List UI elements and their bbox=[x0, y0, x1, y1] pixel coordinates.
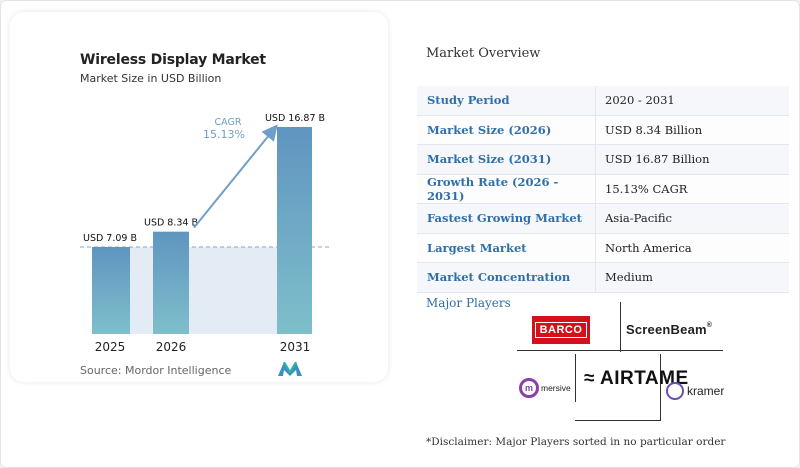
kramer-logo-text: kramer bbox=[687, 384, 725, 398]
overview-key: Largest Market bbox=[417, 233, 596, 263]
overview-row: Market Size (2026) USD 8.34 Billion bbox=[417, 115, 789, 145]
kramer-logo: kramer bbox=[666, 382, 724, 400]
overview-row: Growth Rate (2026 - 2031) 15.13% CAGR bbox=[417, 174, 789, 204]
x-tick-label: 2025 bbox=[95, 340, 126, 354]
x-tick-label: 2026 bbox=[156, 340, 187, 354]
bar-2026 bbox=[153, 231, 189, 334]
overview-key: Market Size (2026) bbox=[417, 115, 596, 145]
market-overview-title: Market Overview bbox=[426, 46, 541, 61]
bar-2025 bbox=[92, 247, 130, 334]
source-text: Source: Mordor Intelligence bbox=[80, 364, 232, 377]
overview-value: USD 16.87 Billion bbox=[595, 144, 789, 175]
overview-value: Asia-Pacific bbox=[595, 203, 789, 234]
bar-chart: USD 7.09 B 2025 USD 8.34 B 2026 USD 16.87 B 2… bbox=[80, 113, 330, 354]
airtame-logo: ≈ AIRTAME bbox=[584, 368, 689, 389]
divider-line bbox=[575, 420, 661, 421]
divider-line bbox=[620, 302, 621, 352]
data-label: USD 8.34 B bbox=[144, 218, 198, 229]
cagr-value: 15.13% bbox=[203, 128, 245, 141]
overview-row: Study Period 2020 - 2031 bbox=[417, 86, 789, 116]
overview-value: 15.13% CAGR bbox=[595, 174, 789, 204]
screenbeam-logo: ScreenBeam® bbox=[626, 322, 713, 337]
data-label: USD 7.09 B bbox=[83, 233, 137, 244]
major-players-title: Major Players bbox=[426, 296, 511, 310]
divider-line bbox=[660, 354, 661, 420]
overview-row: Largest Market North America bbox=[417, 233, 789, 263]
mersive-logo-text: mersive bbox=[541, 383, 571, 393]
barco-logo: BARCO bbox=[532, 316, 590, 344]
overview-value: Medium bbox=[595, 262, 789, 293]
overview-key: Fastest Growing Market bbox=[417, 203, 596, 234]
overview-value: USD 8.34 Billion bbox=[595, 115, 789, 145]
x-tick-label: 2031 bbox=[280, 340, 311, 354]
overview-key: Market Concentration bbox=[417, 262, 596, 293]
divider-line bbox=[575, 354, 576, 402]
mersive-logo: m mersive bbox=[519, 378, 571, 398]
chart-subtitle: Market Size in USD Billion bbox=[80, 72, 222, 85]
kramer-mark-icon bbox=[666, 382, 684, 400]
chart-title: Wireless Display Market bbox=[80, 52, 266, 68]
overview-value: 2020 - 2031 bbox=[595, 86, 789, 116]
overview-row: Market Concentration Medium bbox=[417, 262, 789, 293]
cagr-label: CAGR bbox=[215, 117, 242, 128]
mordor-logo-icon bbox=[278, 362, 302, 376]
overview-key: Growth Rate (2026 - 2031) bbox=[417, 174, 596, 204]
data-label: USD 16.87 B bbox=[265, 113, 325, 124]
overview-key: Study Period bbox=[417, 86, 596, 116]
reference-shade bbox=[130, 247, 277, 334]
bar-2031 bbox=[277, 127, 312, 334]
overview-key: Market Size (2031) bbox=[417, 144, 596, 175]
cagr-arrow bbox=[193, 124, 278, 229]
disclaimer-text: *Disclaimer: Major Players sorted in no … bbox=[426, 436, 726, 448]
market-overview-table: Study Period 2020 - 2031 Market Size (2026… bbox=[417, 86, 789, 293]
divider-line bbox=[517, 350, 723, 351]
overview-row: Fastest Growing Market Asia-Pacific bbox=[417, 203, 789, 234]
overview-value: North America bbox=[595, 233, 789, 263]
mersive-mark-icon: m bbox=[519, 378, 539, 398]
overview-row: Market Size (2031) USD 16.87 Billion bbox=[417, 144, 789, 175]
